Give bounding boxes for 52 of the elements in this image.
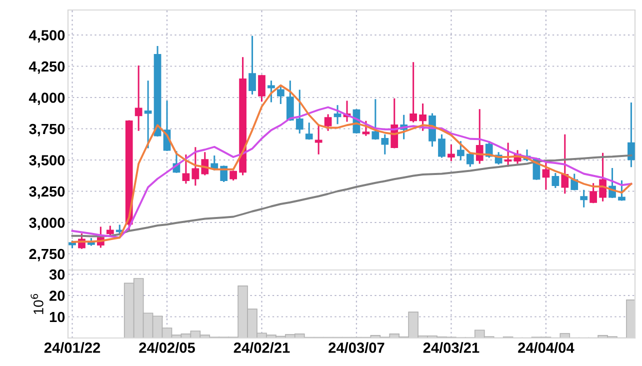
- candlestick: [628, 102, 635, 168]
- candlestick: [144, 80, 152, 148]
- candlestick: [296, 90, 304, 134]
- y-tick-label: 30: [49, 269, 65, 280]
- y-tick-label: 3,750: [29, 124, 65, 136]
- candlestick: [552, 172, 560, 188]
- x-tick-label: 24/02/05: [139, 342, 195, 354]
- candlestick: [457, 141, 464, 160]
- candlestick: [561, 134, 569, 194]
- x-tick-label: 24/01/22: [44, 342, 100, 354]
- candlestick: [324, 114, 332, 131]
- candlestick: [248, 36, 256, 95]
- candlestick: [410, 62, 417, 122]
- candlestick: [448, 144, 455, 162]
- candlestick: [277, 84, 284, 104]
- candlestick: [305, 122, 313, 140]
- x-tick-label: 24/04/04: [518, 342, 574, 354]
- candlestick: [372, 99, 380, 140]
- candlestick: [258, 74, 266, 102]
- candlestick: [438, 134, 446, 158]
- candlestick: [419, 103, 426, 131]
- y-tick-label: 2,750: [29, 248, 65, 262]
- x-tick-label: 24/03/21: [423, 342, 480, 354]
- candlestick: [504, 142, 512, 167]
- candlestick: [286, 80, 294, 121]
- y-tick-label: 4,250: [28, 61, 65, 74]
- candlestick: [476, 109, 484, 164]
- y-tick-label: 3,500: [29, 155, 65, 168]
- candlestick: [268, 80, 275, 102]
- y-tick-label: 20: [50, 290, 65, 301]
- candlestick: [314, 124, 322, 154]
- y-tick-label: 3,250: [29, 186, 65, 199]
- candlestick: [466, 153, 474, 167]
- y-tick-label: 10: [50, 312, 65, 322]
- candlestick: [192, 147, 200, 186]
- candlestick: [134, 65, 142, 131]
- x-tick-label: 24/03/07: [328, 342, 384, 354]
- y-axis-title: 10$^{6}$: [30, 294, 44, 314]
- y-tick-label: 4,000: [28, 92, 65, 106]
- candlestick: [570, 174, 578, 190]
- candlestick: [542, 162, 550, 190]
- candlestick: [182, 154, 190, 184]
- candlestick: [590, 183, 597, 204]
- candlestick: [334, 105, 342, 124]
- y-tick-label: 4,500: [28, 30, 65, 43]
- candlestick: [599, 152, 606, 202]
- candlestick: [362, 120, 370, 136]
- y-tick-label: 3,000: [29, 218, 65, 230]
- candlestick: [381, 134, 389, 154]
- x-tick-label: 24/02/21: [234, 342, 290, 354]
- candlestick: [580, 190, 588, 208]
- candlestick: [618, 180, 626, 201]
